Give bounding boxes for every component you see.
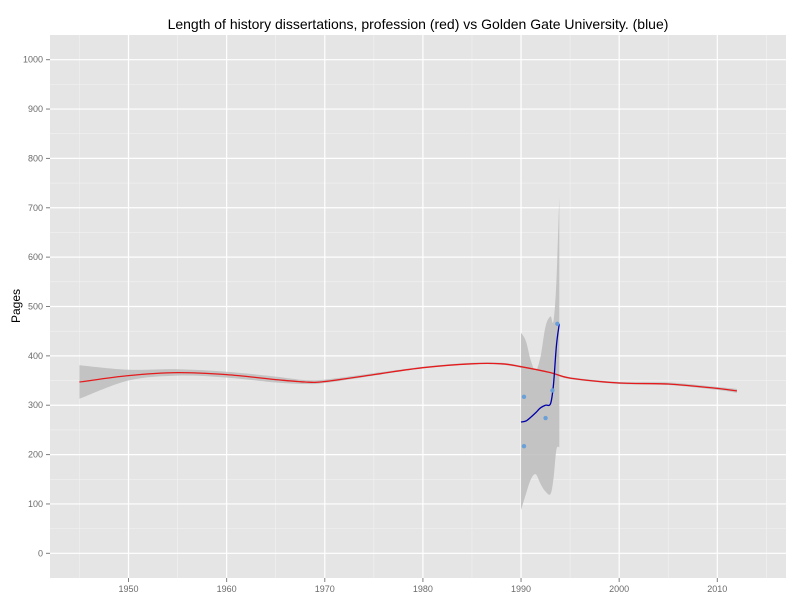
y-tick-label: 1000 [23, 55, 43, 65]
confidence-band-1 [521, 197, 560, 510]
smooth-line-1 [520, 323, 560, 423]
data-point [521, 394, 527, 400]
y-tick-label: 900 [28, 104, 43, 114]
data-point [521, 443, 527, 449]
y-axis-title: Pages [9, 289, 23, 323]
y-tick-label: 600 [28, 252, 43, 262]
x-tick-label: 1970 [315, 584, 335, 594]
x-tick-label: 1990 [511, 584, 531, 594]
plot-area: 1950 1960 1970 1980 1990 2000 2010 0 100 200 300 40… [23, 35, 786, 594]
smooth-line-0 [79, 362, 737, 392]
x-tick-label: 1980 [413, 584, 433, 594]
y-tick-label: 500 [28, 302, 43, 312]
x-tick-label: 2010 [707, 584, 727, 594]
y-tick-label: 400 [28, 351, 43, 361]
data-point [543, 415, 548, 421]
y-tick-label: 0 [38, 548, 43, 558]
y-tick-label: 100 [28, 499, 43, 509]
x-tick-label: 1960 [217, 584, 237, 594]
chart-title: Length of history dissertations, profess… [168, 16, 669, 32]
x-tick-label: 2000 [609, 584, 629, 594]
x-tick-label: 1950 [118, 584, 138, 594]
data-point [550, 388, 555, 393]
y-tick-label: 200 [28, 450, 43, 460]
y-tick-label: 300 [28, 400, 43, 410]
y-tick-label: 700 [28, 203, 43, 213]
data-point [555, 321, 560, 326]
y-tick-label: 800 [28, 153, 43, 163]
